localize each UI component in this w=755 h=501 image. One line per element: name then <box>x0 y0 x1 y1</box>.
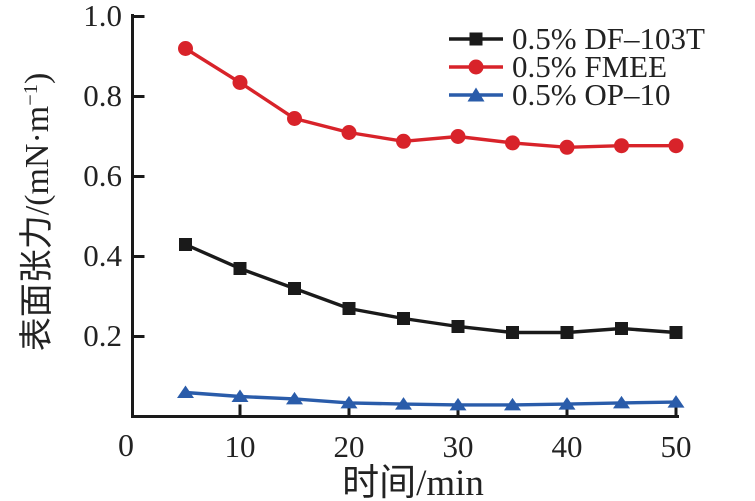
ytick-label: 1.0 <box>83 0 122 33</box>
series-marker-circle <box>287 111 302 126</box>
xtick-label: 40 <box>551 429 583 464</box>
xtick-label: 20 <box>333 429 365 464</box>
triangle-marker-icon <box>467 87 485 102</box>
series-marker-circle <box>614 138 629 154</box>
series-marker-square <box>451 320 465 333</box>
series-marker-square <box>288 282 301 295</box>
legend-marker-glyph <box>449 59 503 75</box>
series-marker-square <box>179 238 192 251</box>
ytick-label: 0.2 <box>83 318 122 353</box>
series-marker-triangle <box>286 391 303 405</box>
legend-item: 0.5% OP–10 <box>448 77 705 112</box>
circle-marker-icon <box>468 59 484 75</box>
series-marker-circle <box>450 129 466 144</box>
series-marker-triangle <box>613 395 630 409</box>
legend-label: 0.5% OP–10 <box>512 77 671 112</box>
xtick-label: 30 <box>442 429 474 464</box>
legend-item: 0.5% FMEE <box>448 49 705 84</box>
series-marker-circle <box>178 41 193 56</box>
series-marker-square <box>560 326 574 339</box>
ytick-label: 0.4 <box>83 238 122 273</box>
series-marker-square <box>342 302 356 315</box>
series-marker-circle <box>396 133 411 149</box>
series-marker-square <box>397 312 410 325</box>
origin-label: 0 <box>118 427 134 463</box>
series-marker-triangle <box>340 395 358 409</box>
series-marker-circle <box>341 125 357 140</box>
series-line <box>184 47 676 150</box>
series-line <box>185 390 677 407</box>
series-marker-triangle <box>449 397 467 411</box>
ytick-label: 0.8 <box>83 78 122 113</box>
series-line <box>184 242 677 335</box>
series-marker-circle <box>232 75 248 90</box>
series-marker-circle <box>559 139 575 155</box>
series-marker-circle <box>505 135 520 151</box>
series-marker-triangle <box>558 397 576 410</box>
legend: 0.5% DF–103T 0.5% FMEE 0.5% OP–10 <box>448 21 705 112</box>
legend-label: 0.5% FMEE <box>512 49 667 84</box>
y-axis-label-main: 表面张力/(mN·m <box>19 105 56 352</box>
square-marker-icon <box>469 32 483 46</box>
series-marker-square <box>615 322 628 335</box>
y-axis-label-superscript: −1 <box>19 84 42 106</box>
legend-marker-glyph <box>449 87 503 102</box>
xtick-label: 50 <box>660 429 692 464</box>
series-marker-circle <box>668 138 684 154</box>
series-marker-triangle <box>231 389 249 402</box>
series-marker-triangle <box>395 397 412 410</box>
y-axis-label-close: ) <box>19 72 56 85</box>
x-axis-label: 时间/min <box>342 463 484 501</box>
ytick-label: 0.6 <box>83 158 122 193</box>
series-marker-square <box>506 326 519 339</box>
series-marker-square <box>233 262 247 275</box>
series-marker-square <box>669 326 683 339</box>
xtick-label: 10 <box>224 429 256 464</box>
y-axis-label: 表面张力/(mN·m−1) <box>16 47 60 377</box>
legend-label: 0.5% DF–103T <box>512 21 705 56</box>
legend-item: 0.5% DF–103T <box>448 21 705 56</box>
series-marker-triangle <box>504 397 521 411</box>
series-marker-triangle <box>667 395 685 408</box>
legend-marker-glyph <box>449 32 503 46</box>
series-marker-triangle <box>177 385 194 398</box>
